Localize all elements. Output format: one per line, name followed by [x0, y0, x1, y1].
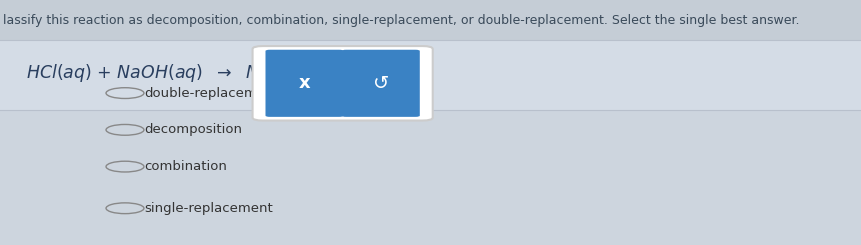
Text: single-replacement: single-replacement [144, 202, 272, 215]
Text: lassify this reaction as decomposition, combination, single-replacement, or doub: lassify this reaction as decomposition, … [3, 14, 799, 27]
FancyBboxPatch shape [0, 40, 861, 110]
FancyBboxPatch shape [341, 50, 419, 117]
Text: $\mathit{HCl(aq)}$ + $\mathit{NaOH(aq)}$  $\rightarrow$  $\mathit{NaCl(aq)}$ + $: $\mathit{HCl(aq)}$ + $\mathit{NaOH(aq)}$… [26, 62, 403, 84]
Text: double-replacement: double-replacement [144, 86, 278, 100]
FancyBboxPatch shape [265, 50, 343, 117]
Text: decomposition: decomposition [144, 123, 242, 136]
FancyBboxPatch shape [252, 46, 432, 121]
Text: x: x [299, 74, 310, 92]
Text: combination: combination [144, 160, 226, 173]
FancyBboxPatch shape [0, 0, 861, 40]
Text: ↺: ↺ [372, 74, 388, 93]
